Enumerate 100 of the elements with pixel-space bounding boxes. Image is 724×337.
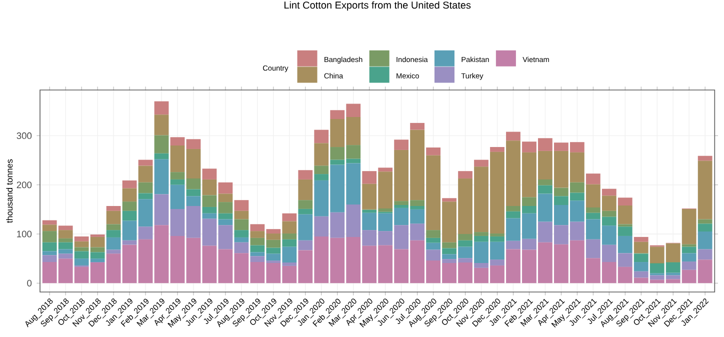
bar <box>122 188 137 202</box>
bar <box>634 262 648 272</box>
bar <box>218 249 233 284</box>
bar <box>234 237 249 242</box>
bar <box>426 148 440 156</box>
bar <box>154 225 169 284</box>
bar <box>170 184 185 209</box>
bar <box>170 146 185 172</box>
bar <box>298 208 313 214</box>
bar <box>506 132 520 141</box>
bar <box>154 101 169 115</box>
bar <box>202 168 217 180</box>
bar <box>282 213 297 222</box>
bar <box>106 210 121 224</box>
bar <box>106 250 121 254</box>
bar <box>682 253 696 262</box>
bar <box>138 193 153 200</box>
bar <box>122 220 137 240</box>
bar <box>186 178 201 190</box>
bar <box>122 240 137 245</box>
bar <box>490 147 504 152</box>
bar <box>282 239 297 247</box>
bar <box>186 189 201 196</box>
bar <box>106 206 121 211</box>
bar <box>138 199 153 227</box>
bar <box>618 224 632 227</box>
bar <box>202 213 217 219</box>
y-axis-title: thousand tonnes <box>6 159 13 223</box>
bar <box>186 206 201 238</box>
bar <box>538 185 552 194</box>
bar <box>618 198 632 206</box>
bar <box>154 153 169 160</box>
bar <box>218 202 233 214</box>
bar <box>138 166 153 182</box>
bar <box>154 194 169 226</box>
y-tick-label: 200 <box>16 182 32 188</box>
bar <box>426 230 440 238</box>
bar <box>698 219 712 224</box>
bar <box>314 130 329 144</box>
bar <box>394 140 409 150</box>
bar <box>522 197 536 206</box>
bar <box>202 246 217 284</box>
bar <box>138 160 153 166</box>
bar <box>682 246 696 254</box>
bar <box>314 174 329 180</box>
bar <box>138 226 153 240</box>
bar <box>426 242 440 250</box>
y-tick-label: 300 <box>16 132 32 140</box>
bar <box>618 226 632 236</box>
bar <box>170 137 185 146</box>
bar <box>698 249 712 260</box>
bar <box>170 179 185 185</box>
bar <box>106 230 121 238</box>
bar <box>698 232 712 250</box>
bar <box>698 224 712 232</box>
bar <box>186 139 201 149</box>
bar <box>282 221 297 234</box>
y-tick-label: 0 <box>27 280 32 286</box>
bar <box>186 196 201 206</box>
bar <box>538 179 552 186</box>
bar <box>218 225 233 250</box>
bar <box>170 208 185 236</box>
bar <box>202 218 217 246</box>
bar <box>218 219 233 226</box>
bar <box>122 202 137 211</box>
bar <box>122 244 137 284</box>
bar <box>234 230 249 238</box>
bar <box>682 262 696 270</box>
bar <box>298 170 313 180</box>
bar <box>442 198 456 202</box>
bar <box>218 213 233 220</box>
bar <box>122 210 137 221</box>
bar <box>282 234 297 240</box>
bar <box>682 244 696 247</box>
bar <box>506 206 520 212</box>
bar <box>634 254 648 262</box>
bar <box>698 156 712 161</box>
bar <box>42 220 57 225</box>
bar <box>218 194 233 202</box>
bar <box>186 238 201 284</box>
bar <box>202 179 217 196</box>
bar <box>234 219 249 230</box>
chart-title: Lint Cotton Exports from the United States <box>284 1 471 11</box>
bar <box>586 174 600 184</box>
bar <box>138 182 153 194</box>
bar <box>298 179 313 200</box>
bar <box>426 238 440 243</box>
bar <box>154 114 169 136</box>
bar <box>410 122 424 130</box>
bar <box>170 172 185 180</box>
bar <box>634 236 648 242</box>
bar <box>442 242 456 248</box>
bar <box>202 195 217 207</box>
y-tick-label: 100 <box>17 230 32 238</box>
bar <box>442 248 456 254</box>
bar <box>154 135 169 154</box>
bar <box>234 200 249 211</box>
bar <box>58 226 73 230</box>
bar <box>298 200 313 209</box>
bar <box>122 180 137 188</box>
